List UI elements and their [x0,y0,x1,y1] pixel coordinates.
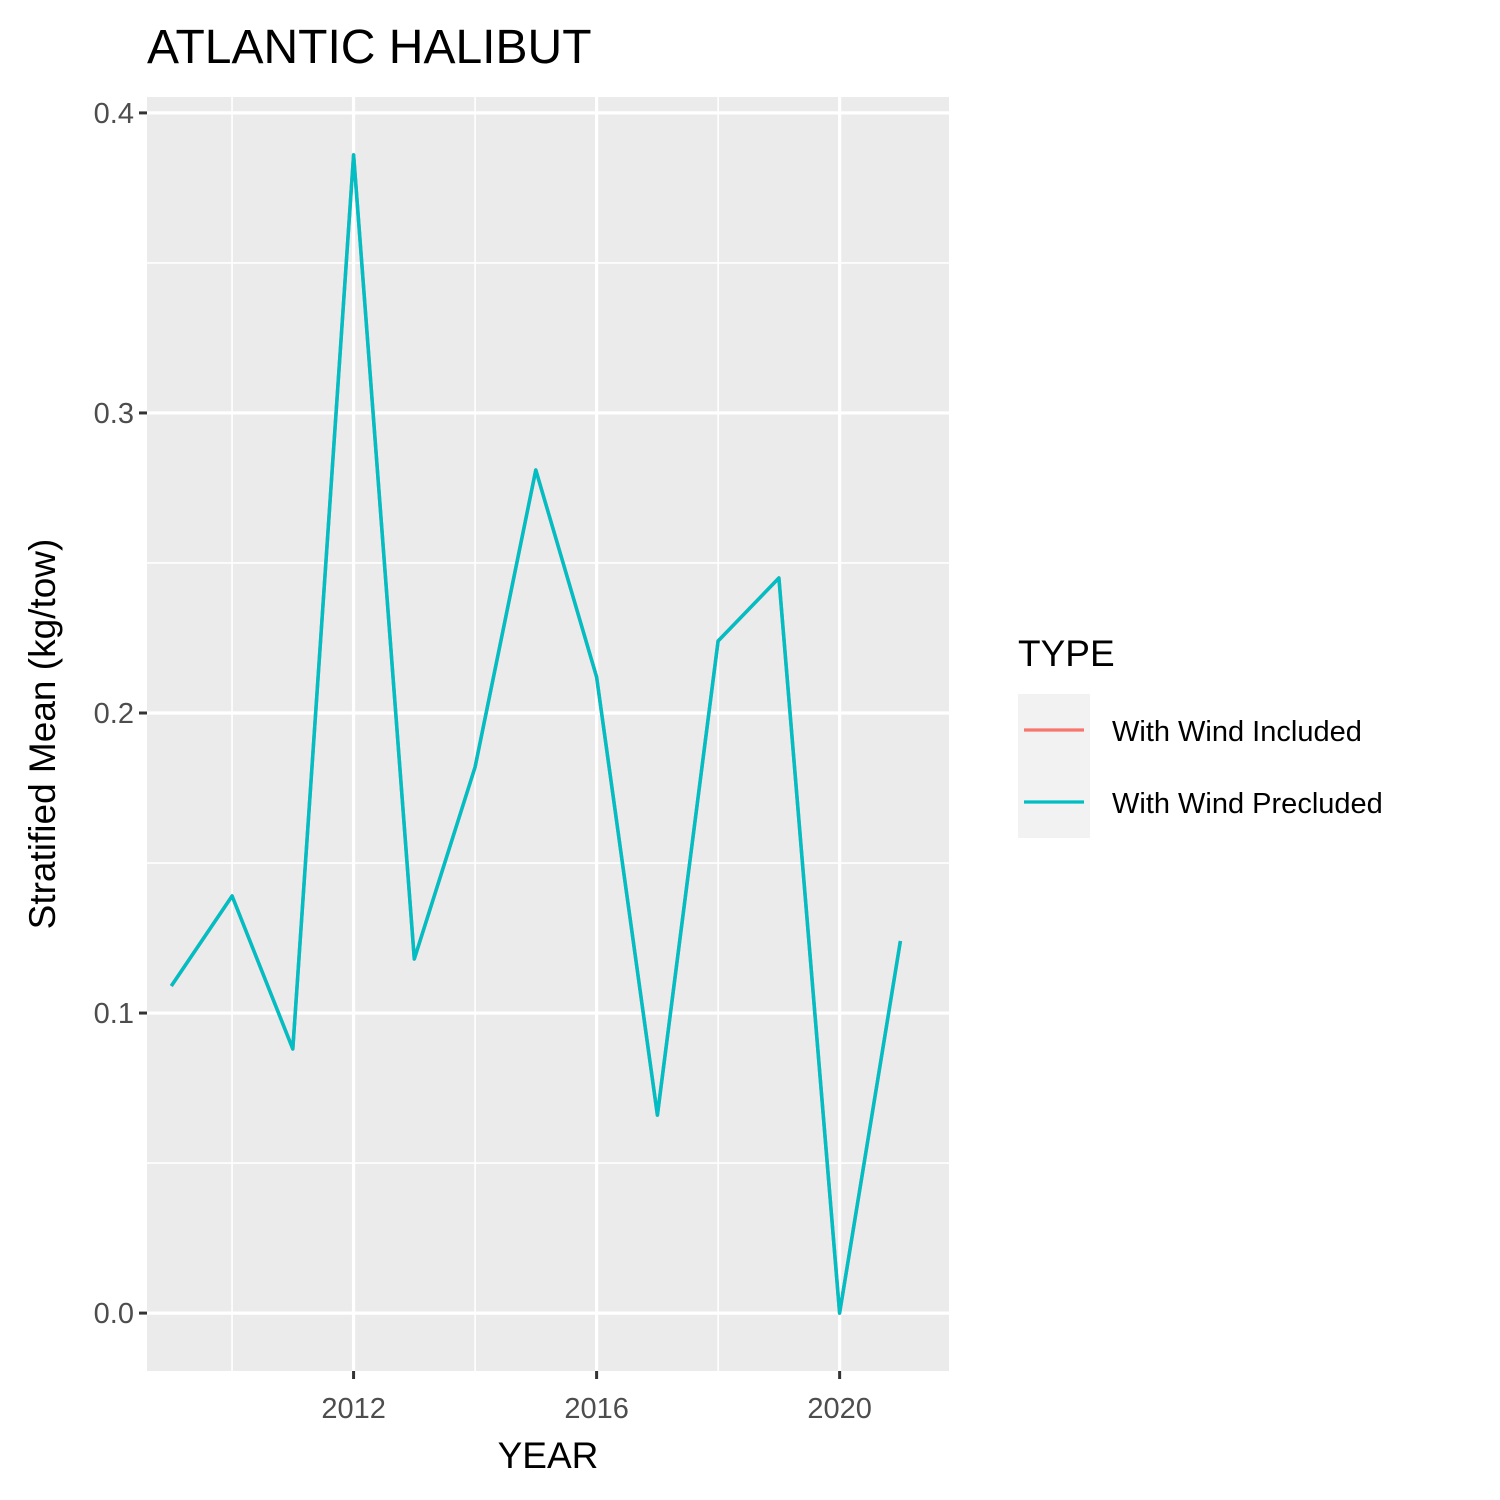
y-tick-label: 0.2 [94,698,134,730]
legend-title: TYPE [1018,633,1115,674]
series-lines [169,153,903,1315]
x-axis-title: YEAR [498,1435,599,1476]
y-axis: 0.0 0.1 0.2 0.3 0.4 [94,98,147,1330]
minor-gridlines [147,97,949,1371]
y-tick-label: 0.3 [94,398,134,430]
series-line-with-wind-precluded [169,153,903,1315]
legend-label-with-wind-precluded: With Wind Precluded [1112,788,1383,820]
y-axis-title: Stratified Mean (kg/tow) [22,539,63,930]
x-tick-label: 2012 [321,1393,386,1425]
legend-key-background [1018,694,1090,838]
major-gridlines [147,97,949,1371]
y-tick-label: 0.1 [94,998,134,1030]
legend: TYPE With Wind Included With Wind Preclu… [1018,633,1383,838]
plot-panel [147,97,949,1371]
x-tick-label: 2016 [564,1393,629,1425]
chart-title: ATLANTIC HALIBUT [147,21,592,74]
x-tick-label: 2020 [807,1393,872,1425]
y-tick-label: 0.4 [94,98,134,130]
x-axis: 2012 2016 2020 [321,1371,872,1425]
y-tick-label: 0.0 [94,1298,134,1330]
legend-label-with-wind-included: With Wind Included [1112,716,1362,748]
